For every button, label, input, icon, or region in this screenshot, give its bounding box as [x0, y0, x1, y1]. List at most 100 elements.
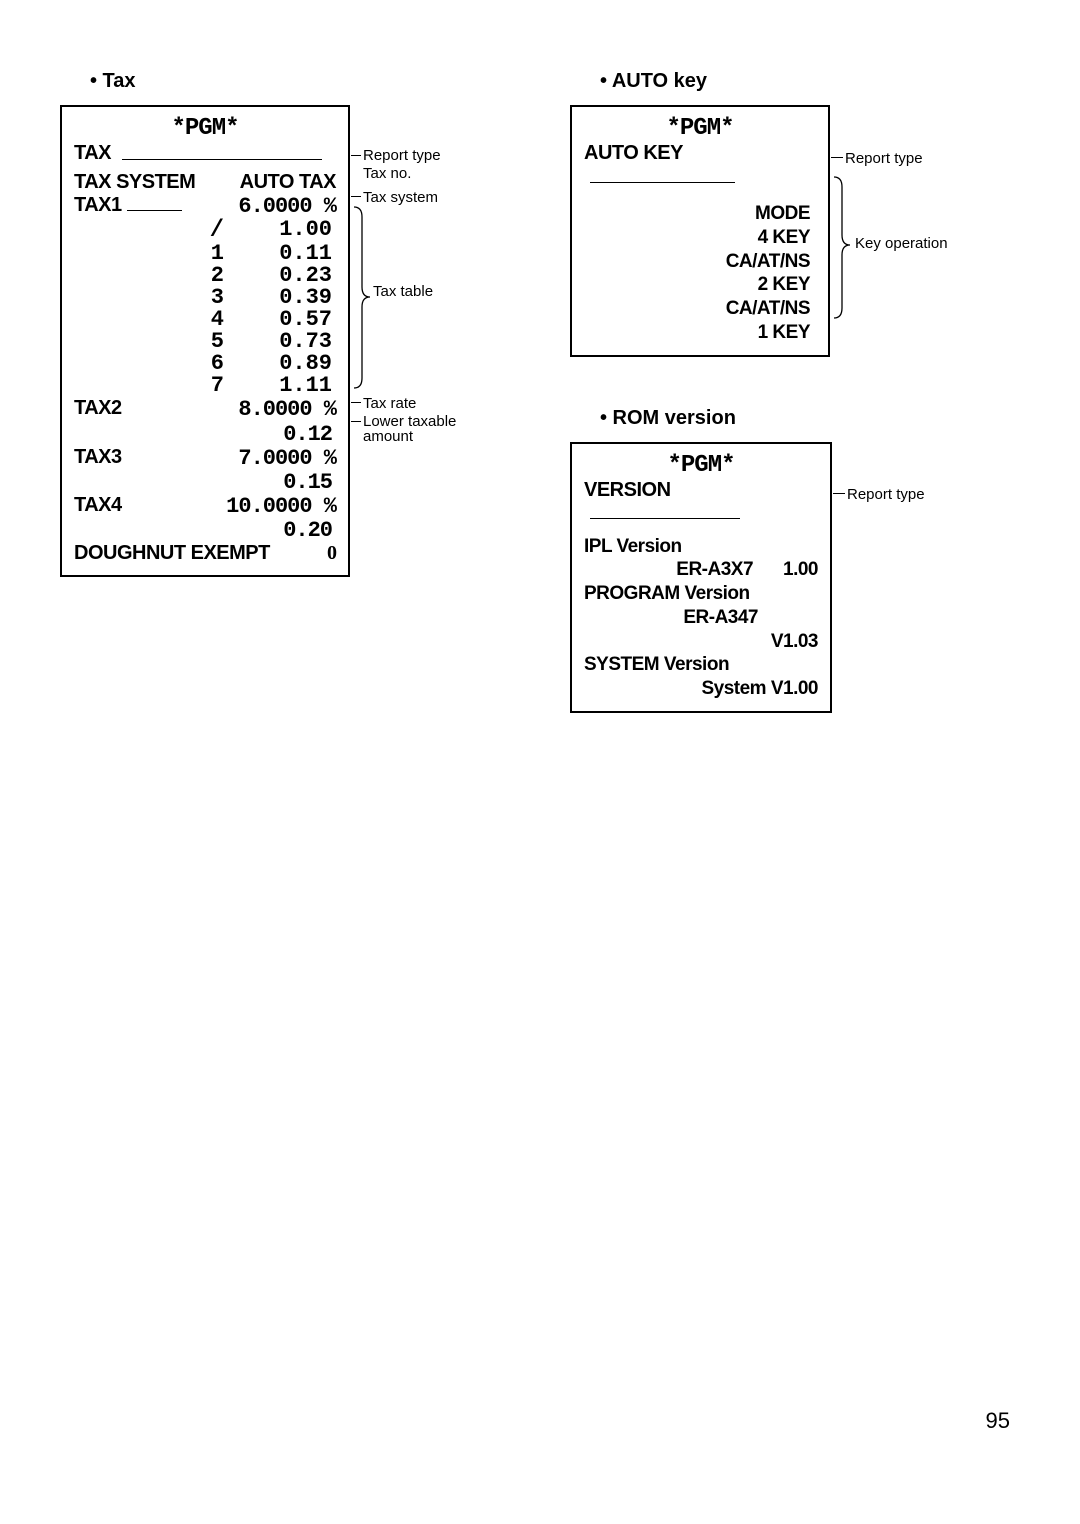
annot-amount: amount	[363, 428, 413, 446]
left-column: • Tax *PGM* TAX TAX SYSTEM AUTO TAX	[60, 70, 530, 743]
tax-table-val: 0.57	[224, 309, 336, 331]
prog-model: ER-A347	[584, 606, 818, 630]
brace-icon	[352, 205, 372, 390]
tax4-label: TAX4	[74, 494, 122, 519]
tax-table-val: 0.11	[224, 243, 336, 265]
tax-table-row: / 1.00	[74, 219, 336, 243]
tax-table-idx: 6	[74, 353, 224, 375]
tax4-rate: 10.0000 %	[226, 494, 336, 519]
auto-line: 2 KEY	[584, 273, 810, 297]
right-column: • AUTO key *PGM* AUTO KEY MODE 4 KEY CA/…	[570, 70, 1040, 743]
tax-block: *PGM* TAX TAX SYSTEM AUTO TAX TAX1	[60, 105, 530, 577]
annot-report-type: Report type	[847, 486, 925, 504]
ipl-model: ER-A3X7	[584, 558, 783, 582]
page-number: 95	[986, 1408, 1010, 1434]
tax1-label: TAX1	[74, 194, 122, 216]
lead-line-icon	[351, 421, 361, 422]
auto-line: MODE	[584, 202, 810, 226]
auto-heading: • AUTO key	[600, 70, 1040, 93]
tax-table-row: 2 0.23	[74, 265, 336, 287]
tax-table-row: 1 0.11	[74, 243, 336, 265]
tax-table-idx: 3	[74, 287, 224, 309]
tax4-row: TAX4 10.0000 %	[74, 494, 336, 519]
annot-report-type: Report type	[363, 147, 441, 165]
tax-table-val: 0.89	[224, 353, 336, 375]
tax3-label: TAX3	[74, 446, 122, 471]
tax-table-val: 0.23	[224, 265, 336, 287]
lead-line-icon	[833, 493, 845, 494]
lead-line-icon	[122, 148, 322, 160]
ipl-label: IPL Version	[584, 535, 818, 559]
page: • Tax *PGM* TAX TAX SYSTEM AUTO TAX	[0, 0, 1080, 783]
tax-heading: • Tax	[90, 70, 530, 93]
tax-table-idx: 7	[74, 375, 224, 397]
auto-line: CA/AT/NS	[584, 297, 810, 321]
tax-system-value: AUTO TAX	[240, 171, 336, 194]
tax-table-row: 6 0.89	[74, 353, 336, 375]
tax-system-label: TAX SYSTEM	[74, 171, 195, 194]
tax2-row: TAX2 8.0000 %	[74, 397, 336, 422]
tax-table-idx: 1	[74, 243, 224, 265]
rom-heading: • ROM version	[600, 407, 1040, 430]
sys-label: SYSTEM Version	[584, 653, 818, 677]
lead-line-icon	[590, 171, 735, 183]
tax3-row: TAX3 7.0000 %	[74, 446, 336, 471]
tax-table-idx: 5	[74, 331, 224, 353]
tax-table-idx: 4	[74, 309, 224, 331]
tax-table-idx: 2	[74, 265, 224, 287]
doughnut-row: DOUGHNUT EXEMPT 0	[74, 542, 336, 565]
tax-table-row: 3 0.39	[74, 287, 336, 309]
lead-line-icon	[351, 155, 361, 156]
tax2-lower: 0.12	[74, 423, 336, 446]
two-column-layout: • Tax *PGM* TAX TAX SYSTEM AUTO TAX	[60, 70, 1040, 743]
auto-line: 1 KEY	[584, 321, 810, 345]
brace-icon	[832, 175, 852, 320]
auto-receipt: *PGM* AUTO KEY MODE 4 KEY CA/AT/NS 2 KEY…	[570, 105, 830, 357]
rom-block: *PGM* VERSION IPL Version ER-A3X7 1.00 P…	[570, 442, 1040, 713]
annot-tax-system: Tax system	[363, 189, 438, 207]
lead-line-icon	[351, 196, 361, 197]
annot-report-type: Report type	[845, 150, 923, 168]
lead-line-icon	[590, 507, 740, 519]
doughnut-value: 0	[327, 542, 336, 565]
tax-table-val: 1.11	[224, 375, 336, 397]
pgm-label: *PGM*	[74, 115, 336, 142]
tax1-row: TAX1 6.0000 %	[74, 194, 336, 219]
tax2-label: TAX2	[74, 397, 122, 422]
doughnut-label: DOUGHNUT EXEMPT	[74, 542, 270, 565]
tax3-rate: 7.0000 %	[238, 446, 336, 471]
tax-system-row: TAX SYSTEM AUTO TAX	[74, 171, 336, 194]
rom-header: VERSION	[584, 479, 818, 525]
auto-lines: MODE 4 KEY CA/AT/NS 2 KEY CA/AT/NS 1 KEY	[584, 202, 816, 345]
tax-table-val: 0.73	[224, 331, 336, 353]
pgm-label: *PGM*	[584, 452, 818, 479]
tax-header-text: TAX	[74, 142, 111, 164]
lead-line-icon	[351, 402, 361, 403]
sys-ver: System V1.00	[584, 677, 818, 701]
rom-receipt: *PGM* VERSION IPL Version ER-A3X7 1.00 P…	[570, 442, 832, 713]
annot-tax-no: Tax no.	[363, 165, 411, 183]
auto-line: CA/AT/NS	[584, 250, 810, 274]
prog-label: PROGRAM Version	[584, 582, 818, 606]
auto-header: AUTO KEY	[584, 142, 816, 188]
rom-header-text: VERSION	[584, 479, 671, 501]
tax2-rate: 8.0000 %	[238, 397, 336, 422]
pgm-label: *PGM*	[584, 115, 816, 142]
auto-line: 4 KEY	[584, 226, 810, 250]
tax1-rate: 6.0000 %	[238, 194, 336, 219]
auto-block: *PGM* AUTO KEY MODE 4 KEY CA/AT/NS 2 KEY…	[570, 105, 1040, 357]
tax-receipt: *PGM* TAX TAX SYSTEM AUTO TAX TAX1	[60, 105, 350, 577]
tax-header: TAX	[74, 142, 336, 165]
auto-header-text: AUTO KEY	[584, 142, 683, 164]
tax-table-row: 5 0.73	[74, 331, 336, 353]
tax-table-val: 0.39	[224, 287, 336, 309]
tax-table-val: 1.00	[224, 219, 336, 243]
annot-tax-table: Tax table	[373, 283, 433, 301]
annot-key-operation: Key operation	[855, 235, 948, 253]
ipl-ver: 1.00	[783, 558, 818, 582]
prog-ver: V1.03	[584, 630, 818, 654]
tax-table-row: 7 1.11	[74, 375, 336, 397]
annot-tax-rate: Tax rate	[363, 395, 416, 413]
tax4-lower: 0.20	[74, 519, 336, 542]
lead-line-icon	[127, 201, 182, 211]
